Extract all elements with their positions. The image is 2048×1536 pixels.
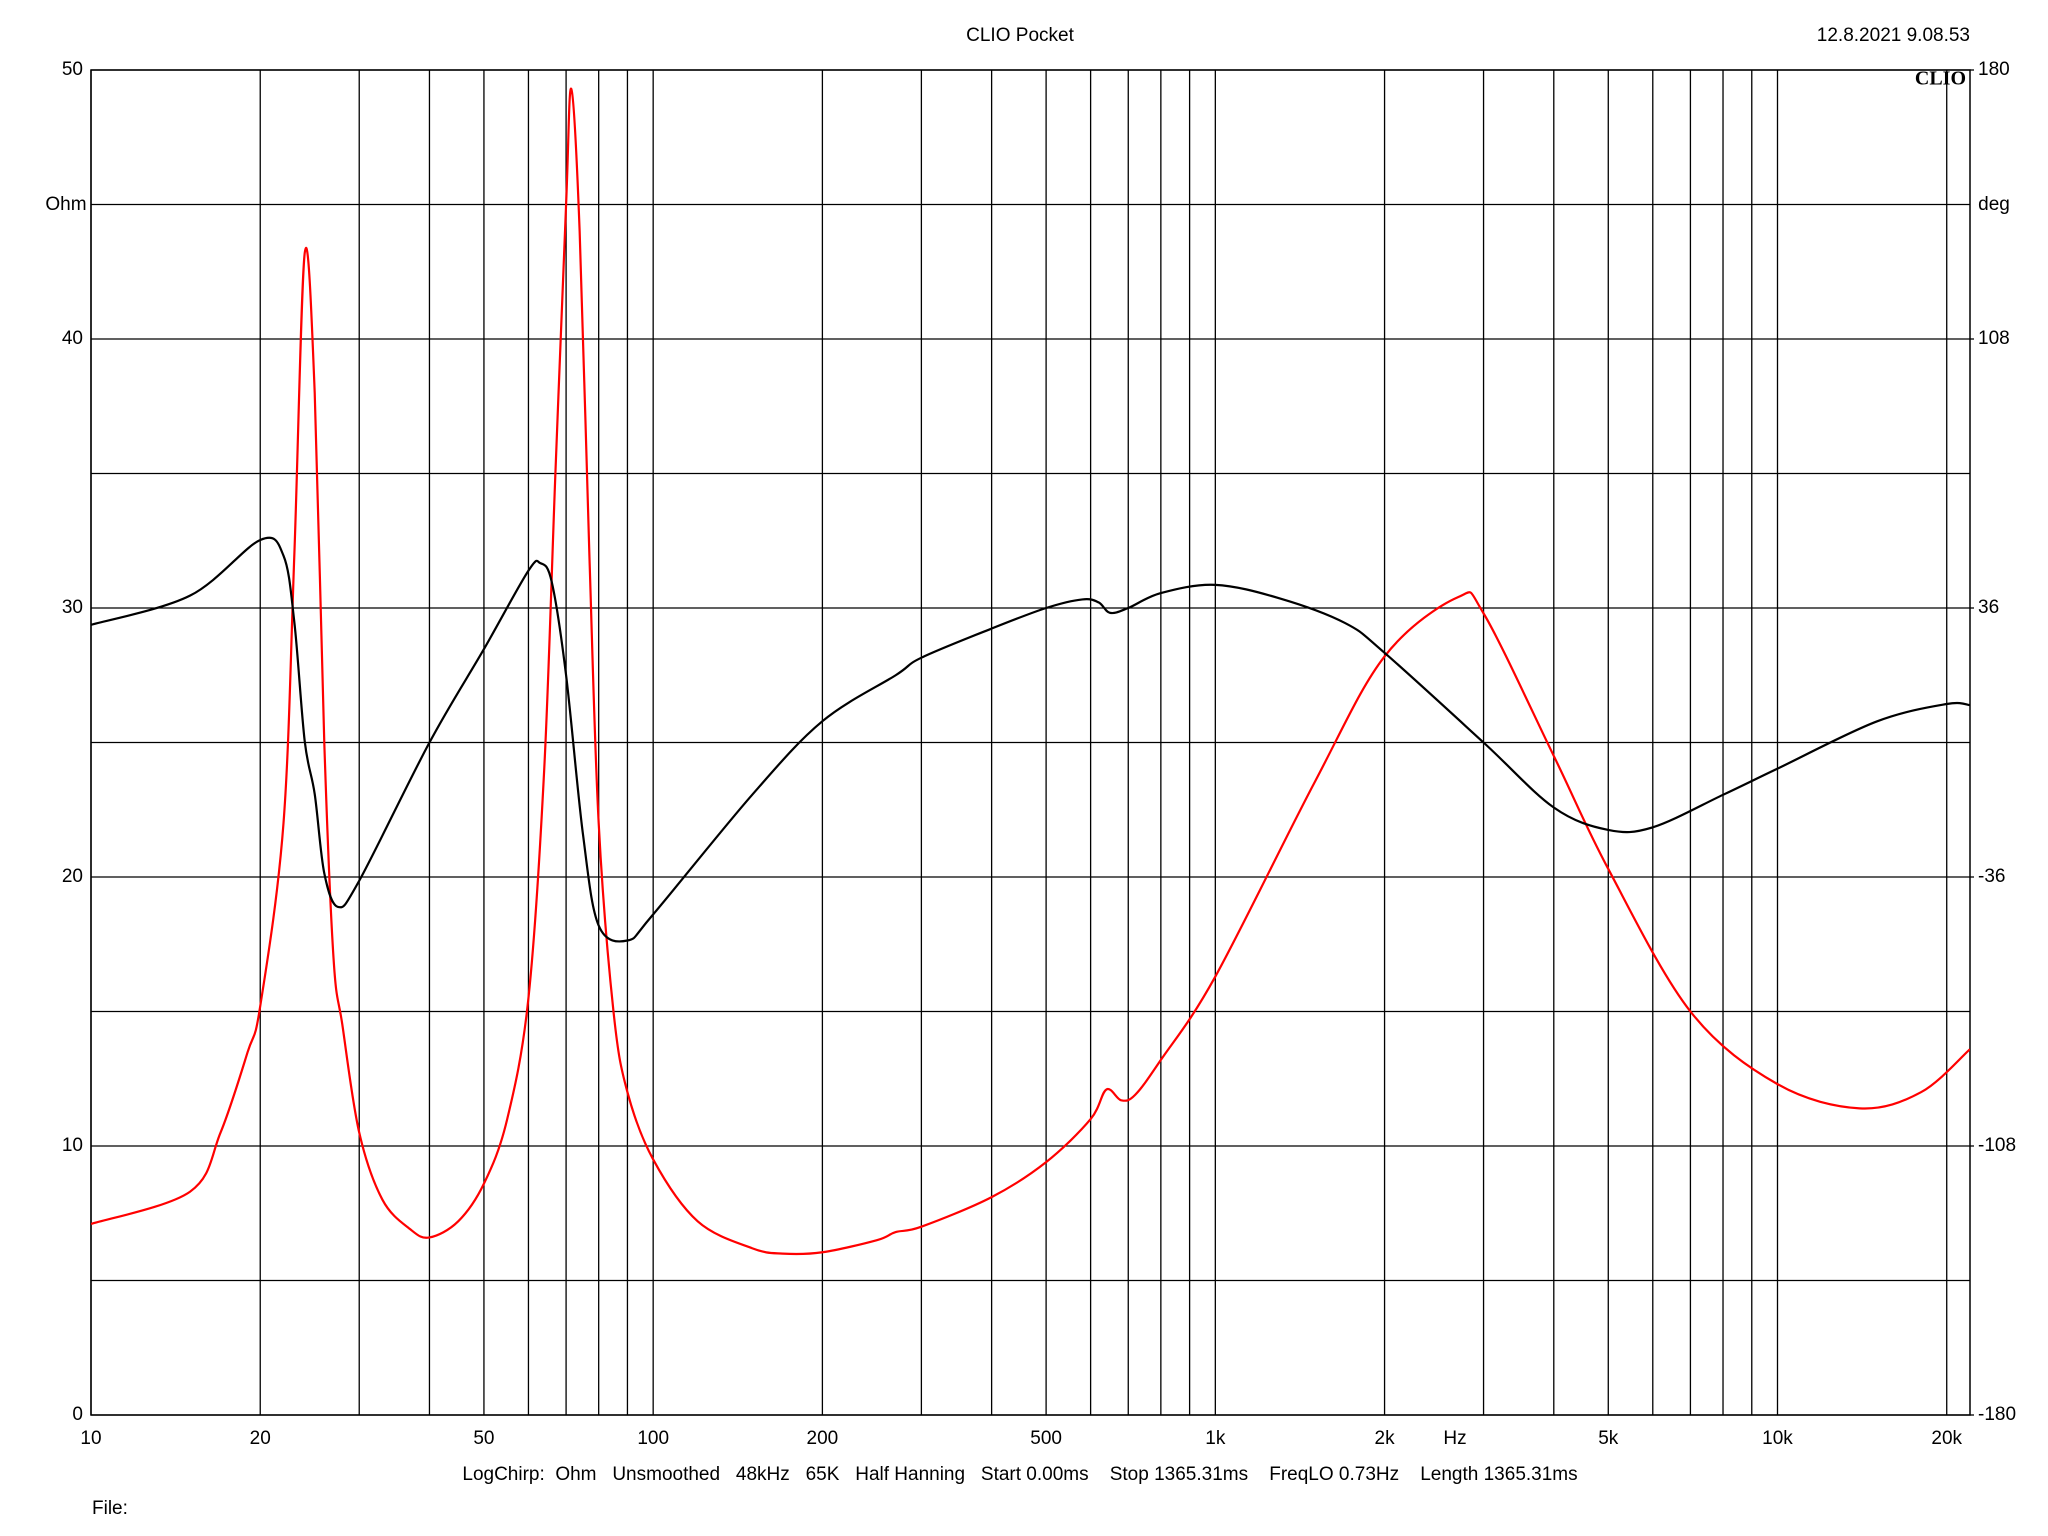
x-tick-label: 5k [1598,1428,1619,1449]
y-tick-label: 20 [62,866,83,887]
footer: LogChirp: Ohm Unsmoothed 48kHz 65K Half … [462,1464,1577,1485]
x-tick-label: 10k [1762,1428,1793,1449]
chart-title: CLIO Pocket [966,25,1074,46]
y-tick-label: 30 [62,597,83,618]
x-tick-label: 1k [1205,1428,1226,1449]
x-tick-label: 200 [807,1428,839,1449]
y-tick-label: 0 [72,1404,83,1425]
series-line [91,536,1970,943]
x-tick-label: 2k [1375,1428,1396,1449]
y2-tick-label: -180 [1978,1404,2016,1425]
x-tick-label: 100 [637,1428,669,1449]
y-tick-label: 50 [62,59,83,80]
y2-tick-label: -108 [1978,1135,2016,1156]
y2-tick-label: 108 [1978,328,2010,349]
y2-tick-label: 180 [1978,59,2010,80]
y-tick-label: 10 [62,1135,83,1156]
y2-tick-label: -36 [1978,866,2005,887]
y2-tick-label: 36 [1978,597,1999,618]
series-line [91,87,1970,1256]
y2-axis-label: deg [1978,194,2010,215]
plot-frame [90,69,1971,1416]
x-tick-label: 20 [250,1428,271,1449]
file-label: File: [92,1498,128,1519]
x-tick-label: 50 [473,1428,494,1449]
y-axis-label: Ohm [45,194,86,215]
y-tick-label: 40 [62,328,83,349]
x-tick-label: 500 [1030,1428,1062,1449]
x-axis-label: Hz [1443,1428,1466,1449]
timestamp: 12.8.2021 9.08.53 [1817,25,1970,46]
x-tick-label: 20k [1931,1428,1962,1449]
logo: CLIO [1915,68,1966,90]
x-tick-label: 10 [80,1428,101,1449]
